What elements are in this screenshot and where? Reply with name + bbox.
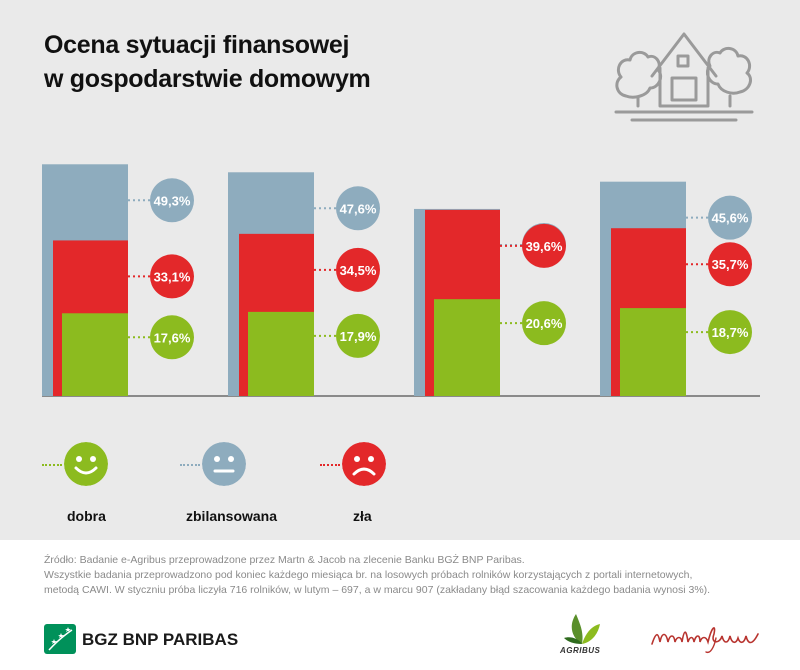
data-label-good: 18,7% [712,325,749,340]
value-circle [336,247,380,292]
value-circle [522,223,566,268]
bnp-stars-icon [44,624,76,654]
legend-label-good: dobra [67,508,106,524]
bar-good [620,308,686,396]
smiley-sad-icon [342,442,386,486]
legend-leader-line [320,464,340,466]
value-circle [708,242,752,287]
data-label-good: 20,6% [526,316,563,331]
agribus-logo-text: AGRIBUS [560,646,601,655]
data-label-neutral: 49,3% [154,193,191,208]
data-label-good: 17,9% [340,329,377,344]
legend-leader-line [42,464,62,466]
title-line-1: Ocena sytuacji finansowej [44,31,350,59]
data-label-bad: 35,7% [712,257,749,272]
data-label-neutral: 47,6% [340,201,377,216]
smiley-happy-icon [64,442,108,486]
source-note-line-2: Wszystkie badania przeprowadzono pod kon… [44,569,693,581]
value-circle [150,315,194,360]
legend-label-bad: zła [353,508,372,524]
bar-chart: 49,3%47,6%39,8%45,6%33,1%34,5%39,6%35,7%… [42,164,760,397]
value-circle [708,310,752,355]
value-circle [708,195,752,240]
source-note: Źródło: Badanie e-Agribus przeprowadzone… [44,553,764,598]
data-label-good: 17,6% [154,330,191,345]
bar-good [434,299,500,396]
value-circle [150,254,194,299]
source-note-line-3: metodą CAWI. W styczniu próba liczyła 71… [44,584,711,596]
value-circle [336,313,380,358]
data-label-bad: 39,6% [526,239,563,254]
value-circle [522,301,566,346]
value-circle [150,178,194,223]
data-label-bad: 33,1% [154,269,191,284]
bar-good [62,313,128,396]
source-note-line-1: Źródło: Badanie e-Agribus przeprowadzone… [44,554,525,566]
legend-label-neutral: zbilansowana [186,508,278,524]
data-label-neutral: 45,6% [712,211,749,226]
value-circle [336,186,380,231]
martin-jacob-logo [651,627,759,654]
leaf-icon [564,614,600,644]
legend-leader-line [180,464,200,466]
data-label-bad: 34,5% [340,263,377,278]
bgz-logo-text: BGZ BNP PARIBAS [82,630,239,649]
bar-good [248,311,314,396]
title-line-2: w gospodarstwie domowym [44,65,371,93]
house-with-trees-icon [614,32,754,122]
smiley-neutral-icon [202,442,246,486]
chart-title: Ocena sytuacji finansowej w gospodarstwi… [44,28,371,96]
